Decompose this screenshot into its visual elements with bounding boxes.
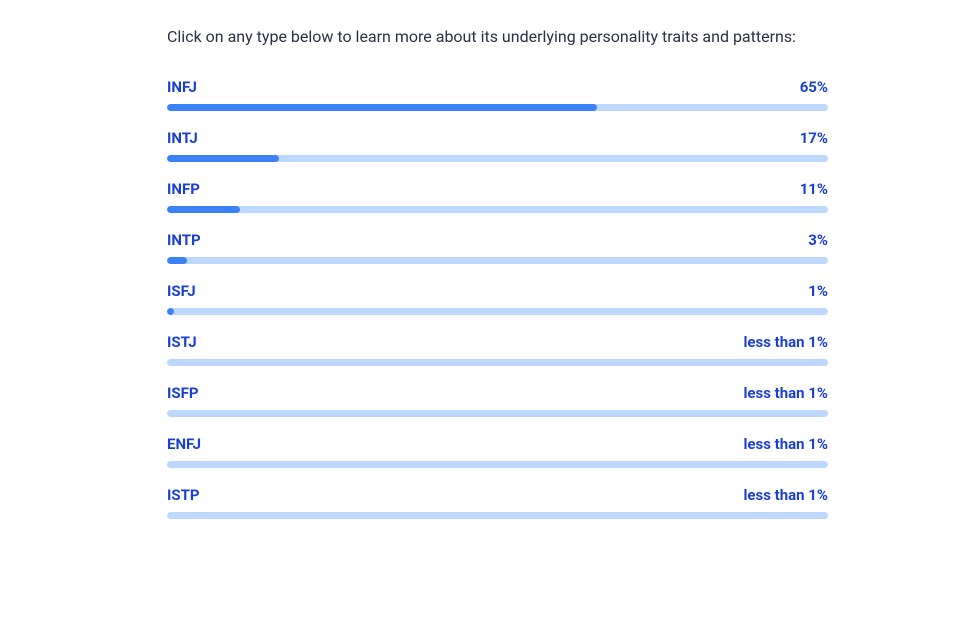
type-list: INFJ 65% INTJ 17% INFP 11% INTP 3% ISFJ 1% ISTJ les… xyxy=(167,78,828,519)
type-value: 11% xyxy=(800,180,828,198)
type-header: ISTJ less than 1% xyxy=(167,333,828,351)
bar-track xyxy=(167,308,828,315)
bar-track xyxy=(167,359,828,366)
type-row[interactable]: INTJ 17% xyxy=(167,129,828,162)
bar-fill xyxy=(167,308,174,315)
type-row[interactable]: ENFJ less than 1% xyxy=(167,435,828,468)
type-row[interactable]: ISTP less than 1% xyxy=(167,486,828,519)
type-header: INFP 11% xyxy=(167,180,828,198)
type-value: less than 1% xyxy=(743,486,828,504)
type-label: ISTJ xyxy=(167,333,197,351)
type-value: 3% xyxy=(808,231,828,249)
type-label: INTP xyxy=(167,231,201,249)
type-header: INFJ 65% xyxy=(167,78,828,96)
type-label: ISTP xyxy=(167,486,200,504)
bar-track xyxy=(167,410,828,417)
type-header: ISFP less than 1% xyxy=(167,384,828,402)
type-row[interactable]: ISFJ 1% xyxy=(167,282,828,315)
type-value: 65% xyxy=(800,78,828,96)
type-value: 1% xyxy=(808,282,828,300)
type-value: less than 1% xyxy=(743,435,828,453)
type-label: INFP xyxy=(167,180,200,198)
bar-fill xyxy=(167,257,187,264)
type-row[interactable]: ISFP less than 1% xyxy=(167,384,828,417)
type-value: 17% xyxy=(800,129,828,147)
type-header: ISTP less than 1% xyxy=(167,486,828,504)
type-row[interactable]: INTP 3% xyxy=(167,231,828,264)
intro-text: Click on any type below to learn more ab… xyxy=(167,24,828,50)
type-label: INTJ xyxy=(167,129,198,147)
bar-track xyxy=(167,512,828,519)
type-label: ISFJ xyxy=(167,282,196,300)
bar-fill xyxy=(167,155,279,162)
type-header: ISFJ 1% xyxy=(167,282,828,300)
bar-track xyxy=(167,461,828,468)
bar-track xyxy=(167,206,828,213)
type-row[interactable]: ISTJ less than 1% xyxy=(167,333,828,366)
type-row[interactable]: INFJ 65% xyxy=(167,78,828,111)
type-value: less than 1% xyxy=(743,333,828,351)
bar-track xyxy=(167,104,828,111)
type-label: ISFP xyxy=(167,384,199,402)
bar-fill xyxy=(167,104,597,111)
type-row[interactable]: INFP 11% xyxy=(167,180,828,213)
type-header: ENFJ less than 1% xyxy=(167,435,828,453)
type-header: INTJ 17% xyxy=(167,129,828,147)
type-header: INTP 3% xyxy=(167,231,828,249)
bar-track xyxy=(167,155,828,162)
bar-fill xyxy=(167,206,240,213)
type-label: ENFJ xyxy=(167,435,201,453)
type-value: less than 1% xyxy=(743,384,828,402)
bar-track xyxy=(167,257,828,264)
type-label: INFJ xyxy=(167,78,197,96)
